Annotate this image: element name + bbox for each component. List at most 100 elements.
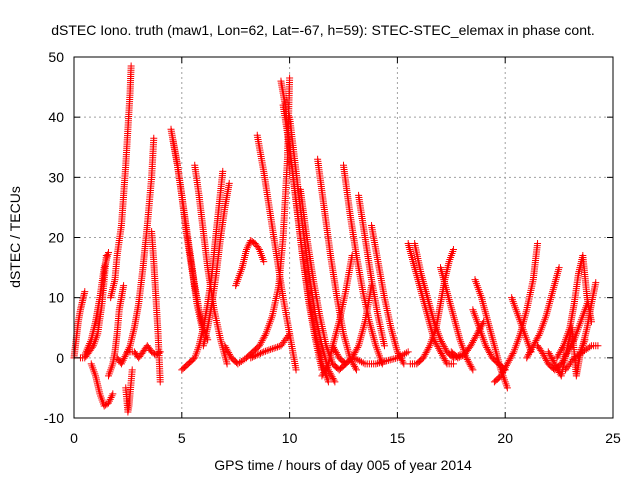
data-point [503, 384, 511, 392]
data-point [243, 244, 251, 252]
data-point [357, 358, 365, 366]
y-tick-label: 40 [48, 109, 64, 125]
x-tick-label: 5 [178, 430, 186, 446]
data-point [324, 378, 332, 386]
data-point [457, 352, 465, 360]
data-point [586, 343, 594, 351]
data-point [247, 354, 255, 362]
data-point [404, 348, 412, 356]
data-point [120, 282, 128, 290]
data-point [454, 354, 462, 362]
y-tick-label: -10 [44, 410, 64, 426]
data-point [258, 349, 266, 357]
data-point [150, 134, 158, 142]
data-point [286, 74, 294, 82]
data-point [260, 348, 268, 356]
y-tick-label: 20 [48, 230, 64, 246]
data-point [104, 399, 112, 407]
data-point [250, 352, 258, 360]
data-point [292, 366, 300, 374]
y-axis-label: dSTEC / TECUs [7, 186, 23, 288]
data-point [399, 358, 407, 366]
data-point [399, 351, 407, 359]
data-point [352, 364, 360, 372]
data-point [106, 395, 114, 403]
data-point [103, 252, 111, 260]
data-point [261, 331, 269, 339]
data-point [354, 344, 362, 352]
y-tick-label: 30 [48, 169, 64, 185]
data-point [104, 249, 112, 257]
data-point [375, 359, 383, 367]
data-point [244, 242, 252, 250]
axis-ticks [73, 56, 614, 419]
x-tick-label: 10 [282, 430, 298, 446]
data-point [395, 353, 403, 361]
data-points [70, 62, 602, 416]
data-point [261, 347, 269, 355]
data-point [377, 358, 385, 366]
data-point [256, 349, 264, 357]
data-point [425, 344, 433, 352]
data-point [594, 342, 602, 350]
data-point [123, 349, 131, 357]
data-point [274, 343, 282, 351]
data-point [219, 167, 227, 175]
data-point [388, 355, 396, 363]
chart-title: dSTEC Iono. truth (maw1, Lon=62, Lat=-67… [51, 22, 595, 38]
data-point [354, 356, 362, 364]
data-point [535, 331, 543, 339]
data-point [397, 352, 405, 360]
data-point [107, 394, 115, 402]
data-point [330, 376, 338, 384]
data-point [267, 345, 275, 353]
y-tick-label: 50 [48, 49, 64, 65]
data-point [449, 246, 457, 254]
data-point [253, 351, 261, 359]
x-axis-label: GPS time / hours of day 005 of year 2014 [214, 457, 472, 473]
data-point [127, 62, 135, 70]
data-point [323, 362, 331, 370]
data-point [359, 359, 367, 367]
data-point [569, 356, 577, 364]
data-point [156, 378, 164, 386]
data-point [223, 360, 231, 368]
data-point [392, 354, 400, 362]
data-point [381, 357, 389, 365]
data-point [374, 359, 382, 367]
data-point [352, 366, 360, 374]
data-point [402, 349, 410, 357]
data-point [383, 357, 391, 365]
data-point [509, 350, 517, 358]
data-point [242, 246, 250, 254]
data-point [248, 353, 256, 361]
y-tick-label: 10 [48, 290, 64, 306]
data-point [372, 360, 380, 368]
y-tick-labels: -10 0 10 20 30 40 50 [44, 49, 64, 426]
data-point [101, 262, 109, 270]
data-point [555, 264, 563, 272]
data-point [121, 353, 129, 361]
data-point [109, 390, 117, 398]
data-point [380, 342, 388, 350]
x-tick-label: 0 [70, 430, 78, 446]
data-point [534, 240, 542, 248]
x-tick-label: 15 [390, 430, 406, 446]
data-point [455, 353, 463, 361]
data-point [469, 366, 477, 374]
x-tick-labels: 0 5 10 15 20 25 [70, 430, 621, 446]
data-point [270, 344, 278, 352]
data-point [119, 356, 127, 364]
data-point [442, 358, 450, 366]
data-point [449, 360, 457, 368]
data-point [386, 356, 394, 364]
data-point [265, 346, 273, 354]
data-point [390, 355, 398, 363]
data-point [393, 354, 401, 362]
data-point [272, 344, 280, 352]
data-point [252, 352, 260, 360]
data-point [125, 344, 133, 352]
data-point [120, 354, 128, 362]
data-point [108, 392, 116, 400]
